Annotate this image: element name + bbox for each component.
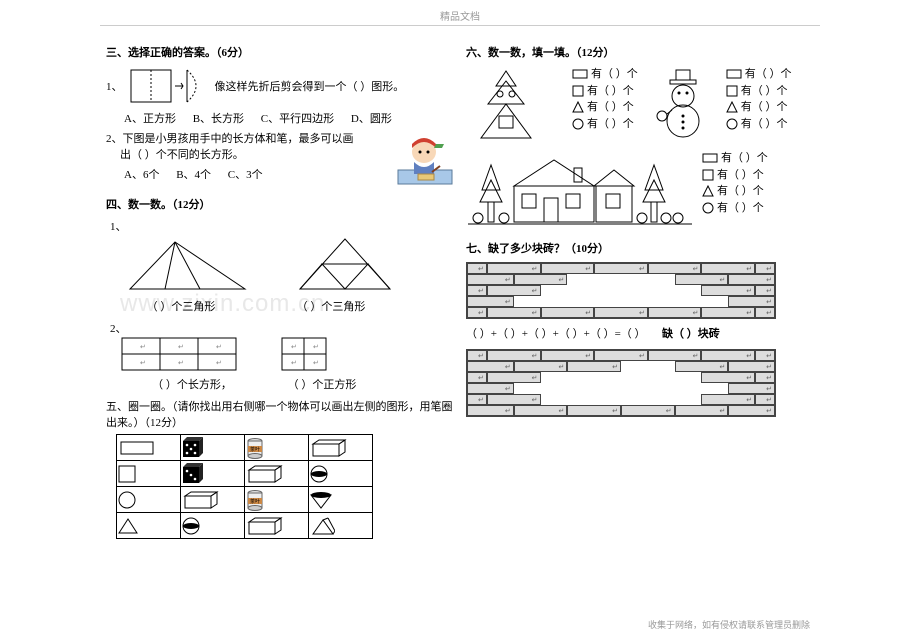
sphere-icon	[181, 516, 201, 536]
svg-text:↵: ↵	[291, 359, 297, 367]
page-header: 精品文档	[100, 0, 820, 26]
table-row	[117, 513, 373, 539]
svg-text:↵: ↵	[178, 343, 184, 351]
q3-1-num: 1、	[106, 78, 123, 94]
svg-text:↵: ↵	[313, 359, 319, 367]
q4-1-num: 1、	[110, 218, 454, 234]
tree-robot-figure	[466, 66, 566, 146]
q4-rect-labels: （ ）个长方形， （ ）个正方形	[132, 376, 454, 392]
q6-title: 六、数一数，填一填。（12分）	[466, 44, 814, 60]
right-column: 六、数一数，填一填。（12分） 有（ ）个 有（ ）个 有（ ）个 有（ ）个	[460, 34, 820, 539]
square-icon	[117, 464, 137, 484]
svg-text:↵: ↵	[216, 343, 222, 351]
q3-title: 三、选择正确的答案。（6分）	[106, 44, 454, 60]
q3-2-text2: 出（ ）个不同的长方形。	[120, 146, 390, 162]
q3-item2: 2、下图是小男孩用手中的长方体和笔，最多可以画 出（ ）个不同的长方形。 A、6…	[106, 130, 454, 186]
q4-lab3: （ ）个长方形，	[132, 376, 252, 392]
svg-text:↵: ↵	[178, 359, 184, 367]
square-grid-2x2: ↵ ↵ ↵ ↵	[280, 336, 330, 372]
triangle-icon	[117, 517, 139, 535]
q3-1-text: 像这样先折后剪会得到一个（ ）图形。	[215, 78, 405, 94]
prism-icon	[309, 516, 335, 536]
svg-text:↵: ↵	[313, 343, 319, 351]
q4-rects: ↵ ↵ ↵ ↵ ↵ ↵ ↵ ↵ ↵ ↵	[120, 336, 454, 372]
svg-text:↵: ↵	[291, 343, 297, 351]
cuboid-icon	[309, 438, 349, 458]
can-icon: 茶叶	[245, 437, 265, 459]
rect-icon	[117, 440, 157, 456]
q7-equation: （ ）+（ ）+（ ）+（ ）+（ ）=（ ） 缺（ ）块砖	[466, 325, 814, 341]
page-content: 三、选择正确的答案。（6分） 1、 像这样先折后剪会得到一个（ ）图形。 A、正…	[0, 34, 920, 539]
svg-text:茶叶: 茶叶	[250, 498, 260, 505]
q3-2-text: 2、下图是小男孩用手中的长方体和笔，最多可以画	[106, 130, 390, 146]
sphere-icon	[309, 464, 329, 484]
q4-lab4: （ ）个正方形	[282, 376, 362, 392]
q6-row2: 有（ ）个 有（ ）个 有（ ）个 有（ ）个	[466, 150, 814, 230]
q5-table: 茶叶 茶叶	[116, 434, 373, 539]
circle-icon	[117, 490, 137, 510]
dice-icon	[181, 463, 205, 485]
triangle-fan	[120, 234, 250, 294]
can-icon: 茶叶	[245, 489, 265, 511]
page-footer: 收集于网络，如有侵权请联系管理员删除	[648, 618, 810, 631]
boy-drawing-icon	[396, 130, 454, 185]
cuboid-icon	[245, 464, 285, 484]
q4-lab2: （ ）个三角形	[276, 298, 386, 314]
cuboid-icon	[181, 490, 221, 510]
q4-title: 四、数一数。（12分）	[106, 196, 454, 212]
q6-row1: 有（ ）个 有（ ）个 有（ ）个 有（ ）个 有（ ）个 有（ ）个	[466, 66, 814, 146]
left-column: 三、选择正确的答案。（6分） 1、 像这样先折后剪会得到一个（ ）图形。 A、正…	[100, 34, 460, 539]
opt-b: B、长方形	[193, 113, 244, 125]
opt2-c: C、3个	[228, 169, 263, 181]
svg-text:↵: ↵	[216, 359, 222, 367]
opt2-a: A、6个	[124, 169, 159, 181]
brick-wall-2: ↵↵↵↵↵↵↵ ↵↵↵↵↵ ↵↵↵↵ ↵↵ ↵↵↵↵ ↵↵↵↵↵↵	[466, 349, 776, 417]
opt2-b: B、4个	[176, 169, 211, 181]
count-list-2: 有（ ）个 有（ ）个 有（ ）个 有（ ）个	[726, 66, 792, 132]
opt-d: D、圆形	[351, 113, 392, 125]
triangle-nested	[290, 234, 400, 294]
table-row: 茶叶	[117, 487, 373, 513]
q3-item1: 1、 像这样先折后剪会得到一个（ ）图形。	[106, 66, 454, 106]
house-scene	[466, 150, 696, 230]
opt-a: A、正方形	[124, 113, 176, 125]
q3-2-options: A、6个 B、4个 C、3个	[124, 166, 390, 182]
q5-title: 五、圈一圈。（请你找出用右侧哪一个物体可以画出左侧的图形，用笔圈出来。）（12分…	[106, 398, 454, 430]
q4-lab1: （ ）个三角形	[126, 298, 236, 314]
q4-tri-labels: （ ）个三角形 （ ）个三角形	[126, 298, 454, 314]
svg-text:↵: ↵	[140, 359, 146, 367]
q7-title: 七、缺了多少块砖？（10分）	[466, 240, 814, 256]
table-row: 茶叶	[117, 435, 373, 461]
table-row	[117, 461, 373, 487]
cone-icon	[309, 491, 333, 509]
q4-triangles	[120, 234, 454, 294]
snowman-figure	[650, 66, 720, 146]
brick-wall-1: ↵↵↵↵↵↵↵ ↵↵↵↵ ↵↵↵↵ ↵↵ ↵↵↵↵↵↵↵	[466, 262, 776, 319]
q7-missing-label: 缺（ ）块砖	[662, 328, 720, 340]
opt-c: C、平行四边形	[261, 113, 334, 125]
cuboid-icon	[245, 516, 285, 536]
svg-text:↵: ↵	[140, 343, 146, 351]
q3-1-options: A、正方形 B、长方形 C、平行四边形 D、圆形	[124, 110, 454, 126]
rect-grid-2x3: ↵ ↵ ↵ ↵ ↵ ↵	[120, 336, 240, 372]
fold-cut-diagram	[129, 66, 209, 106]
count-list-3: 有（ ）个 有（ ）个 有（ ）个 有（ ）个	[702, 150, 768, 216]
q4-2-num: 2、	[110, 320, 454, 336]
dice-icon	[181, 437, 205, 459]
svg-text:茶叶: 茶叶	[250, 446, 260, 453]
count-list-1: 有（ ）个 有（ ）个 有（ ）个 有（ ）个	[572, 66, 638, 132]
